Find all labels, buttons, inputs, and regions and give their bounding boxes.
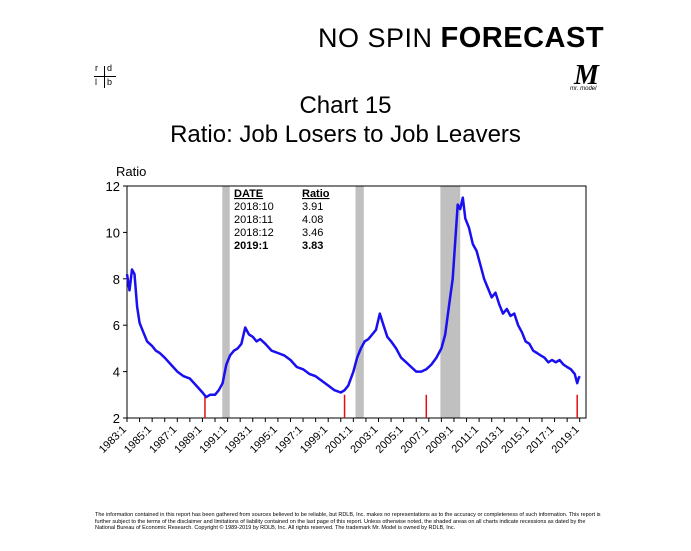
y-tick-label: 8 — [113, 272, 120, 287]
table-cell-ratio: 3.91 — [302, 201, 323, 213]
logo-letter-l: l — [95, 77, 97, 87]
y-tick-label: 6 — [113, 318, 120, 333]
chart-number: Chart 15 — [299, 92, 392, 119]
x-tick-label: 2009:1 — [424, 424, 456, 456]
y-tick-label: 12 — [106, 179, 120, 194]
logo-vertical-line — [104, 66, 105, 88]
brand-title: NO SPIN FORECAST — [318, 22, 604, 55]
table-cell-date: 2018:10 — [234, 201, 274, 213]
mr-model-letter: M — [574, 60, 599, 91]
table-header-ratio: Ratio — [302, 188, 330, 200]
ratio-series-line — [125, 196, 581, 399]
table-cell-date: 2018:12 — [234, 227, 274, 239]
y-tick-label: 2 — [113, 411, 120, 426]
logo-letter-d: d — [107, 63, 113, 73]
table-cell-date: 2018:11 — [234, 214, 273, 226]
logo-letter-b: b — [107, 77, 113, 87]
chart-title: Ratio: Job Losers to Job Leavers — [170, 121, 521, 148]
table-cell-ratio: 3.83 — [302, 240, 323, 252]
mr-model-logo: M mr. model — [566, 60, 606, 96]
logo-letter-r: r — [95, 63, 98, 73]
recession-band — [222, 186, 230, 418]
brand-prefix: NO SPIN — [318, 23, 441, 53]
brand-suffix: FORECAST — [440, 22, 605, 54]
mr-model-text: mr. model — [570, 86, 597, 92]
y-tick-label: 4 — [113, 365, 120, 380]
table-cell-ratio: 3.46 — [302, 227, 323, 239]
table-header-date: DATE — [234, 188, 263, 200]
y-axis-label: Ratio — [116, 164, 147, 179]
x-tick-label: 2019:1 — [550, 424, 582, 456]
y-tick-label: 10 — [106, 225, 120, 240]
plot-frame — [126, 185, 587, 419]
table-cell-date: 2019:1 — [234, 240, 268, 252]
table-cell-ratio: 4.08 — [302, 214, 323, 226]
recession-band — [355, 186, 364, 418]
rdlb-logo: r d l b — [92, 63, 118, 90]
disclaimer: The information contained in this report… — [95, 512, 601, 531]
logo-horizontal-line — [94, 76, 116, 77]
